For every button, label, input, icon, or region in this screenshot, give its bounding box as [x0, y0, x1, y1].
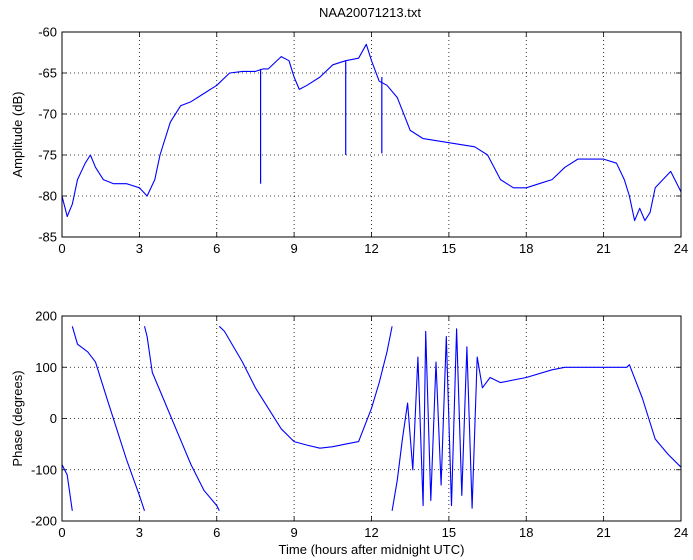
phase-y-tick-label: 0: [50, 411, 57, 426]
phase-series-segment: [143, 326, 220, 512]
amplitude-x-tick-label: 24: [674, 241, 688, 256]
amplitude-y-tick-label: -75: [38, 148, 57, 163]
phase-series-segment: [62, 464, 73, 511]
amplitude-x-tick-label: 12: [364, 241, 378, 256]
phase-x-tick-label: 12: [364, 525, 378, 540]
amplitude-y-tick-label: -85: [38, 230, 57, 245]
amplitude-x-tick-label: 15: [442, 241, 456, 256]
amplitude-x-tick-label: 18: [519, 241, 533, 256]
phase-y-tick-label: 100: [35, 360, 57, 375]
amplitude-x-tick-label: 6: [213, 241, 220, 256]
phase-x-tick-label: 6: [213, 525, 220, 540]
amplitude-y-tick-label: -60: [38, 25, 57, 40]
phase-plot-area: [62, 316, 681, 521]
amplitude-x-tick-label: 21: [596, 241, 610, 256]
phase-x-tick-label: 18: [519, 525, 533, 540]
amplitude-y-tick-label: -80: [38, 189, 57, 204]
phase-series-segment: [391, 328, 681, 511]
amplitude-x-tick-label: 3: [136, 241, 143, 256]
amplitude-data: [62, 43, 681, 222]
amplitude-y-tick-label: -65: [38, 66, 57, 81]
amplitude-y-tick-label: -70: [38, 107, 57, 122]
phase-panel: 0 3 6 9 12 15 18 21 24 200 100 0 -100 -200 Phase (degr…: [10, 309, 688, 558]
amplitude-x-tick-label: 9: [291, 241, 298, 256]
phase-y-tick-label: -100: [31, 462, 57, 477]
figure-title: NAA20071213.txt: [319, 5, 421, 20]
phase-x-tick-label: 3: [136, 525, 143, 540]
amplitude-plot-area: [62, 32, 681, 237]
phase-x-tick-label: 21: [596, 525, 610, 540]
phase-y-tick-label: 200: [35, 309, 57, 324]
amplitude-axes-frame: [61, 31, 682, 238]
phase-x-tick-label: 0: [58, 525, 65, 540]
amplitude-x-tick-label: 0: [58, 241, 65, 256]
phase-axes-frame: [61, 315, 682, 522]
phase-series-segment: [218, 325, 393, 449]
phase-y-tick-label: -200: [31, 514, 57, 529]
phase-data: [62, 325, 681, 512]
amplitude-panel: 0 3 6 9 12 15 18 21 24 -60 -65 -70 -75 -80 -85 Amplitud…: [10, 25, 688, 257]
amplitude-y-axis-label: Amplitude (dB): [10, 92, 25, 178]
phase-series-segment: [71, 326, 146, 511]
phase-y-axis-label: Phase (degrees): [10, 370, 25, 466]
phase-x-tick-label: 15: [442, 525, 456, 540]
phase-x-tick-label: 24: [674, 525, 688, 540]
phase-x-axis-label: Time (hours after midnight UTC): [279, 542, 465, 557]
phase-x-tick-label: 9: [291, 525, 298, 540]
